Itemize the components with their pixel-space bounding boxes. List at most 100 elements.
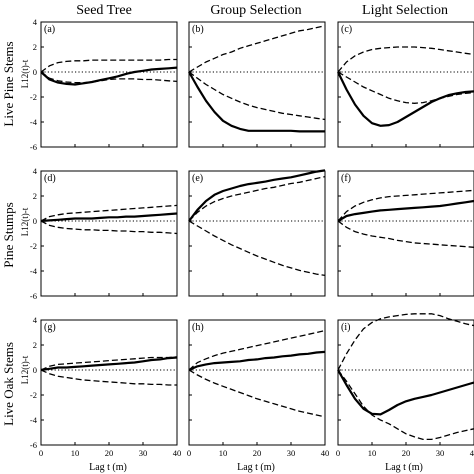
x-tick-label: 30 xyxy=(287,448,296,458)
panel-3: (c) xyxy=(337,21,474,148)
x-tick-label: 10 xyxy=(368,448,377,458)
panel-1: -6 -4 -2 0 2 4 (a) xyxy=(30,17,178,152)
x-tick-label: 10 xyxy=(219,448,228,458)
observed-line xyxy=(188,350,326,372)
y-tick-label: 0 xyxy=(33,365,37,375)
panel-2: (b) xyxy=(188,21,326,148)
y-tick-label: -6 xyxy=(30,440,37,450)
column-titles: Seed Tree Group Selection Light Selectio… xyxy=(76,3,448,18)
x-tick-label: 0 xyxy=(336,448,340,458)
lower-envelope-line xyxy=(188,71,326,121)
x-tick-label: 0 xyxy=(187,448,191,458)
panel-6: (f) xyxy=(337,170,474,297)
upper-envelope-line xyxy=(188,329,326,371)
x-tick-label: 0 xyxy=(39,448,43,458)
upper-envelope-line xyxy=(337,313,474,371)
y-axis-label-row-1: L12(t)-t xyxy=(20,59,30,88)
y-tick-label: -6 xyxy=(30,291,37,301)
panels: -6 -4 -2 0 2 4 (a) (b) (c) -6 -4 -2 0 2 4 (d) (e) (f) -6 -4… xyxy=(30,17,474,458)
x-tick-label: 20 xyxy=(105,448,114,458)
y-tick-label: 2 xyxy=(33,340,37,350)
x-tick-label: 30 xyxy=(139,448,148,458)
x-axis-label-col-1: Lag t (m) xyxy=(89,462,127,473)
panel-4: -6 -4 -2 0 2 4 (d) xyxy=(30,166,178,301)
panel-5: (e) xyxy=(188,169,326,297)
panel-tag: (d) xyxy=(44,173,56,184)
observed-line xyxy=(40,212,178,223)
observed-line xyxy=(40,66,178,86)
y-axis-labels: L12(t)-t L12(t)-t L12(t)-t xyxy=(20,59,30,384)
panel-tag: (h) xyxy=(192,322,204,333)
y-tick-label: 4 xyxy=(33,17,38,27)
x-tick-label: 20 xyxy=(402,448,411,458)
panel-tag: (b) xyxy=(192,24,204,35)
y-tick-label: 0 xyxy=(33,216,37,226)
y-tick-label: -4 xyxy=(30,266,38,276)
upper-envelope-line xyxy=(337,189,474,222)
observed-line xyxy=(337,369,474,416)
panel-tag: (i) xyxy=(341,322,350,333)
x-tick-label: 40 xyxy=(173,448,182,458)
column-title-group-selection: Group Selection xyxy=(210,3,301,18)
upper-envelope-line xyxy=(188,25,326,73)
x-tick-label: 20 xyxy=(253,448,262,458)
panel-frame xyxy=(188,319,326,446)
panel-tag: (f) xyxy=(341,173,351,184)
panel-tag: (e) xyxy=(192,173,203,184)
panel-tag: (g) xyxy=(44,322,56,333)
observed-line xyxy=(188,169,326,222)
y-tick-label: -2 xyxy=(30,241,37,251)
panel-frame xyxy=(188,21,326,148)
panel-8: 0 10 20 30 40 (h) xyxy=(187,319,330,458)
x-tick-label: 30 xyxy=(436,448,445,458)
y-tick-label: 4 xyxy=(33,166,38,176)
y-tick-label: -6 xyxy=(30,142,37,152)
y-tick-label: 2 xyxy=(33,191,37,201)
upper-envelope-line xyxy=(40,356,178,371)
x-axis-label-col-2: Lag t (m) xyxy=(237,462,275,473)
row-label-live-oak-stems: Live Oak Stems xyxy=(1,342,16,426)
observed-line xyxy=(40,356,178,372)
column-title-light-selection: Light Selection xyxy=(362,3,448,18)
lower-envelope-line xyxy=(337,71,474,104)
row-labels: Live Pine Stems Pine Stumps Live Oak Ste… xyxy=(1,41,16,425)
upper-envelope-line xyxy=(188,175,326,222)
column-title-seed-tree: Seed Tree xyxy=(76,3,132,18)
y-tick-label: 2 xyxy=(33,42,37,52)
x-tick-label: 40 xyxy=(470,448,474,458)
y-tick-label: -4 xyxy=(30,117,38,127)
lower-envelope-line xyxy=(40,369,177,386)
y-axis-label-row-3: L12(t)-t xyxy=(20,355,30,384)
panel-frame xyxy=(40,319,178,446)
row-label-live-pine-stems: Live Pine Stems xyxy=(1,41,16,126)
panel-frame xyxy=(337,170,474,297)
panel-tag: (c) xyxy=(341,24,352,35)
y-tick-label: 0 xyxy=(33,67,37,77)
observed-line xyxy=(337,71,474,127)
upper-envelope-line xyxy=(337,46,474,73)
observed-line xyxy=(188,71,325,133)
x-axis-label-col-3: Lag t (m) xyxy=(385,462,423,473)
lower-envelope-line xyxy=(188,220,326,277)
y-tick-label: -2 xyxy=(30,92,37,102)
observed-line xyxy=(337,199,474,222)
panel-frame xyxy=(40,170,178,297)
y-axis-label-row-2: L12(t)-t xyxy=(20,207,30,236)
lower-envelope-line xyxy=(188,369,326,418)
lower-envelope-line xyxy=(337,369,474,441)
x-tick-label: 10 xyxy=(71,448,80,458)
y-tick-label: -4 xyxy=(30,415,38,425)
y-tick-label: 4 xyxy=(33,315,38,325)
row-label-pine-stumps: Pine Stumps xyxy=(1,202,16,267)
y-tick-label: -2 xyxy=(30,390,37,400)
lower-envelope-line xyxy=(40,220,178,235)
panel-frame xyxy=(337,319,474,446)
x-tick-label: 40 xyxy=(321,448,330,458)
panel-frame xyxy=(40,21,178,148)
lower-envelope-line xyxy=(337,220,474,248)
panel-9: 0 10 20 30 40 (i) xyxy=(336,313,474,458)
upper-envelope-line xyxy=(40,204,178,222)
x-axis-labels: Lag t (m) Lag t (m) Lag t (m) xyxy=(89,462,423,473)
